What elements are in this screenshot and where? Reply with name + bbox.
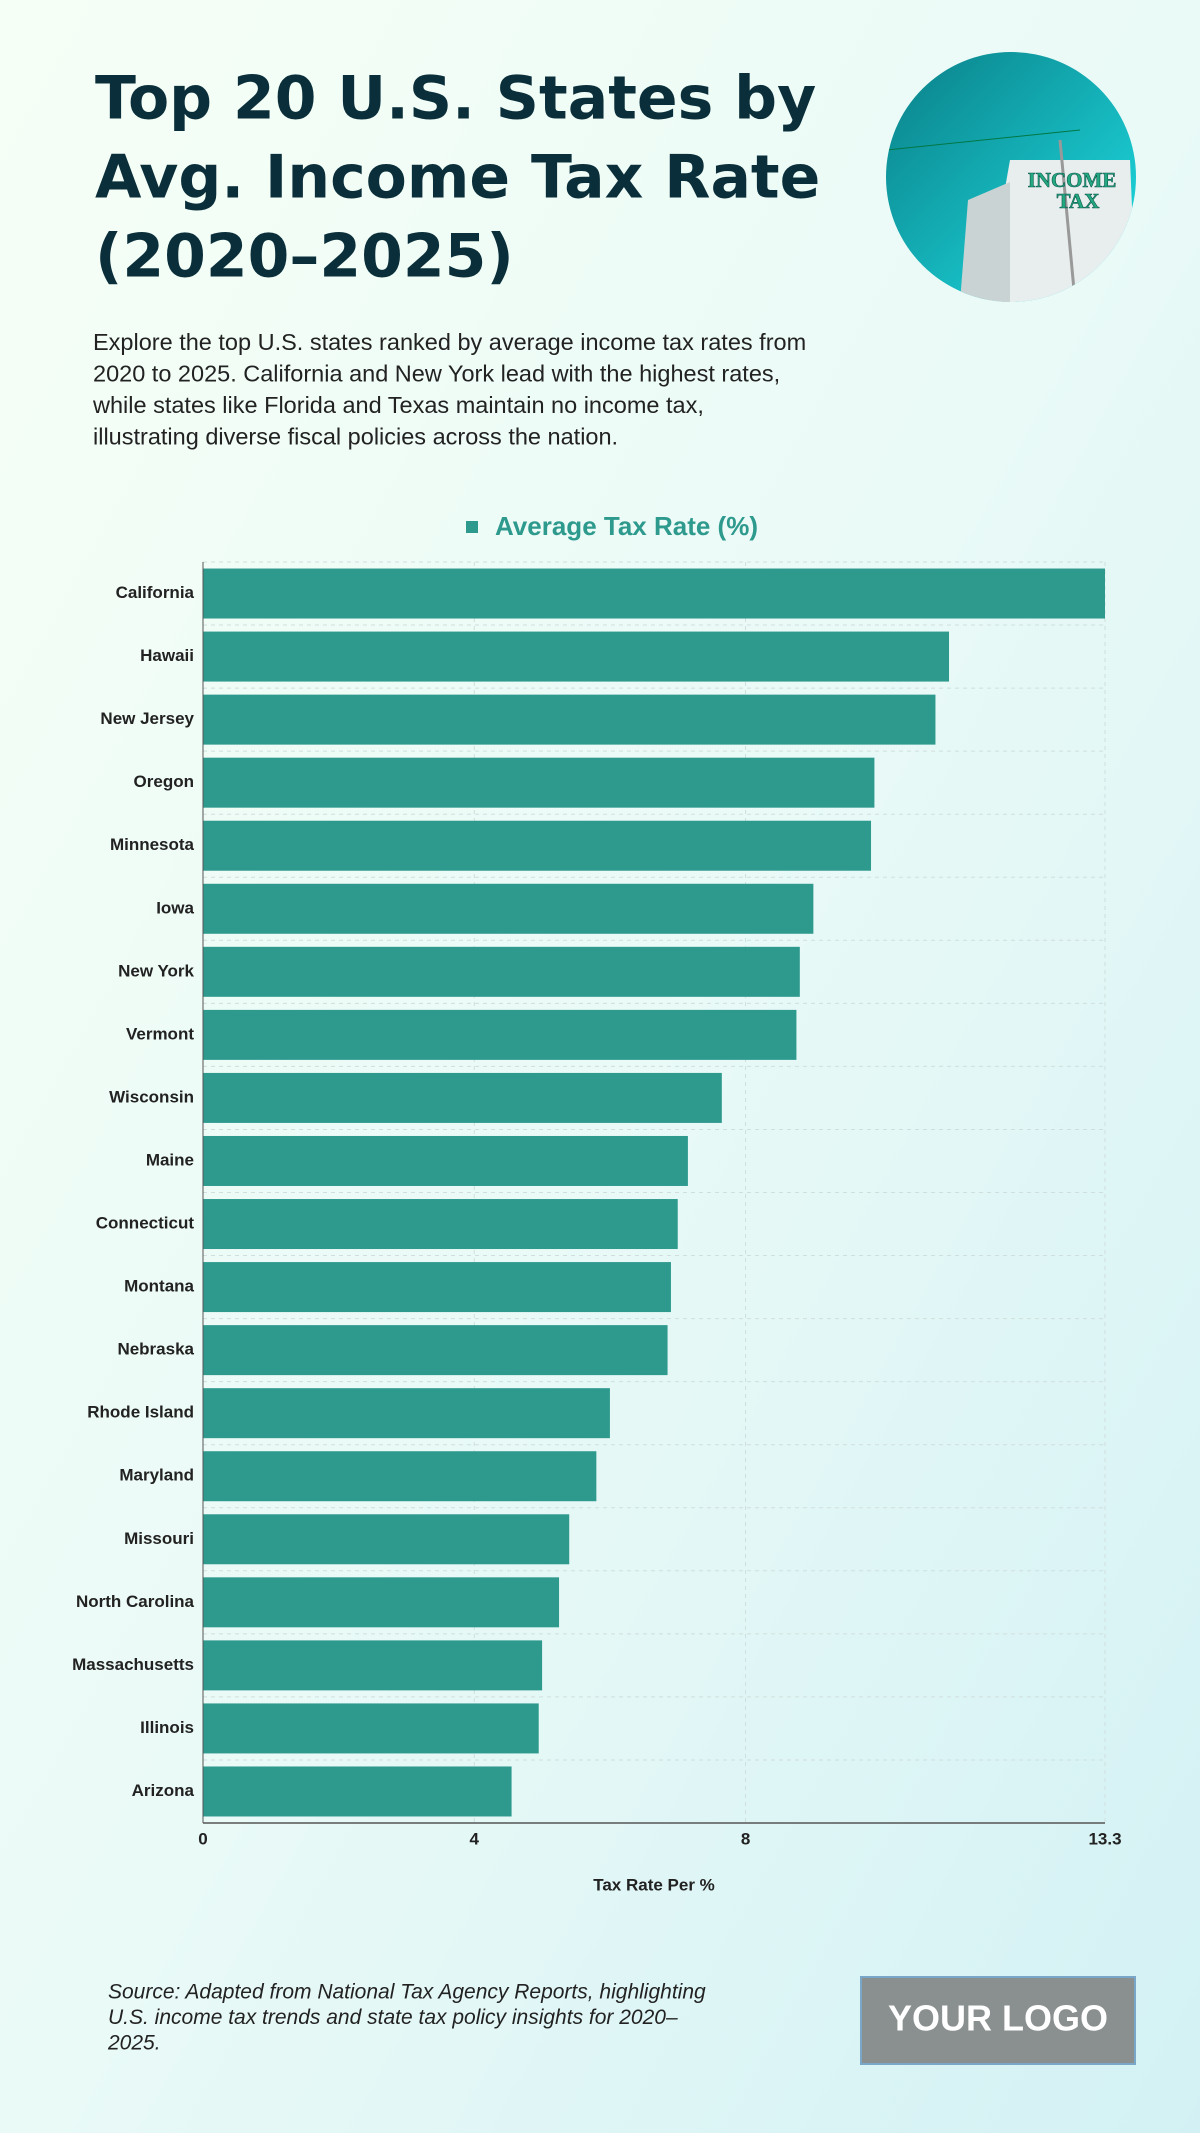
y-tick-label: New York — [118, 961, 194, 980]
image-text: TAX — [1057, 189, 1100, 213]
y-tick-label: New Jersey — [100, 709, 194, 728]
y-tick-label: Montana — [124, 1277, 194, 1296]
subtitle: Explore the top U.S. states ranked by av… — [93, 329, 806, 355]
image-wire — [886, 129, 1081, 151]
image-pole — [1058, 139, 1076, 291]
image-text: INCOME — [1028, 168, 1117, 192]
bar — [203, 757, 875, 808]
chart-title: Top 20 U.S. States by — [95, 64, 816, 134]
bar — [203, 820, 872, 871]
bar — [203, 1577, 560, 1628]
chart-title: Avg. Income Tax Rate — [95, 143, 820, 213]
x-tick-label: 0 — [198, 1829, 207, 1848]
bar — [203, 1009, 797, 1060]
y-tick-label: Arizona — [132, 1781, 195, 1800]
image-building — [985, 160, 1136, 302]
y-tick-label: Vermont — [126, 1024, 194, 1043]
y-tick-label: Oregon — [134, 772, 194, 791]
y-tick-label: Illinois — [140, 1718, 194, 1737]
header-image: INCOME TAX — [886, 52, 1136, 302]
y-tick-label: California — [116, 583, 195, 602]
subtitle: 2020 to 2025. California and New York le… — [93, 361, 780, 387]
bar — [203, 1640, 543, 1691]
y-tick-label: Maryland — [119, 1466, 194, 1485]
subtitle: illustrating diverse fiscal policies acr… — [93, 424, 618, 450]
bar — [203, 694, 936, 745]
bar — [203, 1262, 671, 1313]
y-tick-label: Minnesota — [110, 835, 195, 854]
bar — [203, 631, 950, 682]
bar — [203, 883, 814, 934]
y-tick-label: Nebraska — [117, 1340, 194, 1359]
bar — [203, 1072, 722, 1123]
bar — [203, 568, 1105, 619]
legend-label: Average Tax Rate (%) — [495, 511, 758, 541]
x-tick-label: 8 — [741, 1829, 750, 1848]
logo-box — [860, 1976, 1136, 2065]
x-axis-title: Tax Rate Per % — [593, 1875, 715, 1894]
bar — [203, 1199, 678, 1250]
y-tick-label: Hawaii — [140, 646, 194, 665]
source: U.S. income tax trends and state tax pol… — [108, 2006, 678, 2029]
bar — [203, 1703, 539, 1754]
bar — [203, 946, 800, 997]
bar — [203, 1451, 597, 1502]
y-tick-label: Rhode Island — [87, 1403, 194, 1422]
x-tick-label: 13.3 — [1088, 1829, 1121, 1848]
legend-swatch — [466, 521, 478, 533]
y-tick-label: Missouri — [124, 1529, 194, 1548]
chart-title: (2020–2025) — [95, 222, 514, 292]
bar — [203, 1135, 688, 1186]
y-tick-label: Maine — [146, 1150, 194, 1169]
x-tick-label: 4 — [470, 1829, 480, 1848]
y-tick-label: Connecticut — [96, 1214, 195, 1233]
logo-text: YOUR LOGO — [888, 1998, 1108, 2039]
source: Source: Adapted from National Tax Agency… — [108, 1981, 706, 2004]
y-tick-label: Massachusetts — [72, 1655, 194, 1674]
subtitle: while states like Florida and Texas main… — [92, 392, 704, 418]
image-building-side — [960, 182, 1010, 302]
y-tick-label: North Carolina — [76, 1592, 195, 1611]
bar — [203, 1388, 610, 1439]
y-tick-label: Iowa — [156, 898, 194, 917]
bar — [203, 1325, 668, 1376]
source: 2025. — [107, 2032, 161, 2055]
bar — [203, 1514, 570, 1565]
y-tick-label: Wisconsin — [109, 1087, 194, 1106]
bar — [203, 1766, 512, 1817]
